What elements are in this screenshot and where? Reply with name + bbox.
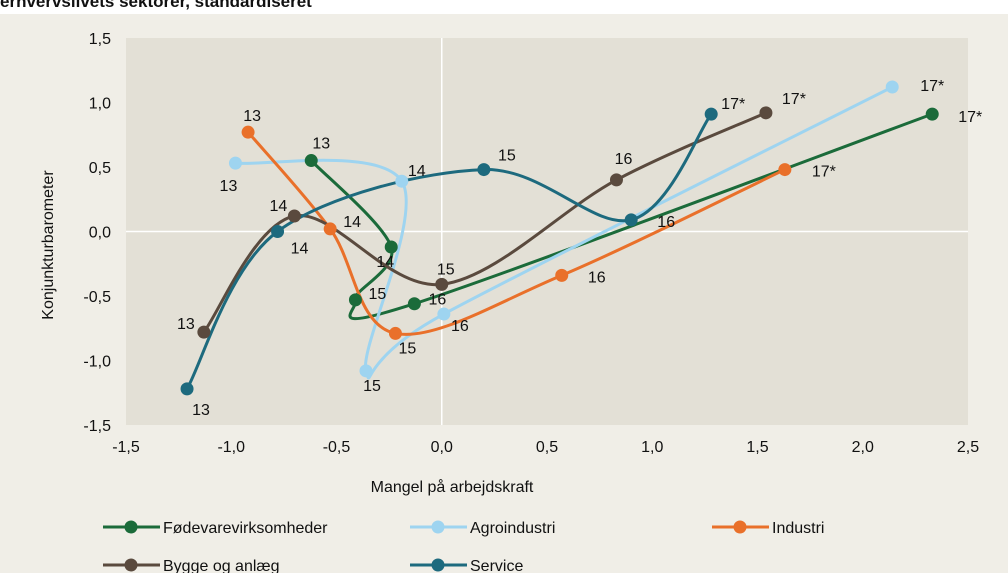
point-label: 13 (192, 402, 210, 419)
point-label: 14 (270, 198, 288, 215)
y-tick-label: 1,0 (89, 96, 111, 113)
data-point (395, 174, 409, 188)
point-label: 16 (615, 151, 633, 168)
chart-title: erhvervslivets sektorer, standardiseret (0, 0, 312, 11)
data-point (323, 222, 337, 236)
point-label: 15 (498, 148, 516, 165)
point-label: 14 (343, 214, 361, 231)
legend-marker (733, 520, 747, 534)
series-line (310, 112, 933, 321)
point-label: 16 (657, 214, 675, 231)
point-label: 16 (588, 269, 606, 286)
point-label: 17* (721, 96, 745, 113)
y-tick-label: 0,5 (89, 160, 111, 177)
series-line (235, 85, 893, 380)
data-point (407, 297, 421, 311)
data-point (384, 240, 398, 254)
data-point (704, 107, 718, 121)
data-point (228, 156, 242, 170)
point-label: 14 (376, 254, 394, 271)
point-label: 13 (312, 136, 330, 153)
data-point (388, 326, 402, 340)
x-tick-label: -0,5 (323, 439, 351, 456)
point-label: 13 (220, 178, 238, 195)
data-point (609, 173, 623, 187)
data-point (359, 364, 373, 378)
y-tick-label: 1,5 (89, 31, 111, 48)
point-label: 13 (243, 108, 261, 125)
x-tick-label: 1,0 (641, 439, 663, 456)
y-tick-label: -1,0 (83, 354, 111, 371)
legend-label: Service (470, 558, 523, 573)
legend-marker (124, 558, 138, 572)
y-tick-label: 0,0 (89, 225, 111, 242)
legend-marker (124, 520, 138, 534)
series-line (246, 131, 786, 336)
legend-marker (431, 520, 445, 534)
x-tick-label: 2,0 (852, 439, 874, 456)
data-point (624, 213, 638, 227)
data-point (435, 277, 449, 291)
x-tick-label: 0,0 (431, 439, 453, 456)
data-point (925, 107, 939, 121)
point-label: 17* (958, 109, 982, 126)
data-point (477, 163, 491, 177)
data-point (759, 106, 773, 120)
x-tick-label: 0,5 (536, 439, 558, 456)
y-tick-label: -1,5 (83, 418, 111, 435)
title-band (0, 0, 1008, 14)
point-label: 15 (399, 340, 417, 357)
x-tick-label: 2,5 (957, 439, 979, 456)
y-axis-title: Konjunkturbarometer (40, 170, 57, 320)
point-label: 17* (812, 164, 836, 181)
data-point (437, 307, 451, 321)
data-point (271, 225, 285, 238)
x-tick-label: -1,0 (217, 439, 245, 456)
x-tick-label: 1,5 (746, 439, 768, 456)
point-label: 17* (920, 78, 944, 95)
legend-label: Industri (772, 520, 824, 537)
data-point (287, 209, 301, 223)
data-point (555, 268, 569, 282)
point-label: 13 (177, 316, 195, 333)
point-label: 15 (369, 286, 387, 303)
point-label: 17* (782, 91, 806, 108)
point-label: 14 (291, 241, 309, 258)
data-point (180, 382, 194, 396)
y-tick-label: -0,5 (83, 289, 111, 306)
x-axis-title: Mangel på arbejdskraft (371, 478, 534, 496)
data-point (885, 80, 899, 94)
legend-label: Agroindustri (470, 520, 555, 537)
x-tick-label: -1,5 (112, 439, 140, 456)
point-label: 14 (408, 163, 426, 180)
legend-marker (431, 558, 445, 572)
legend-label: Fødevarevirksomheder (163, 520, 328, 537)
data-point (348, 293, 362, 307)
data-point (304, 154, 318, 168)
data-point (241, 125, 255, 139)
legend-label: Bygge og anlæg (163, 558, 280, 573)
point-label: 16 (451, 318, 469, 335)
data-point (197, 325, 211, 339)
point-label: 16 (428, 292, 446, 309)
point-label: 15 (437, 261, 455, 278)
data-point (778, 163, 792, 177)
point-label: 15 (363, 378, 381, 395)
